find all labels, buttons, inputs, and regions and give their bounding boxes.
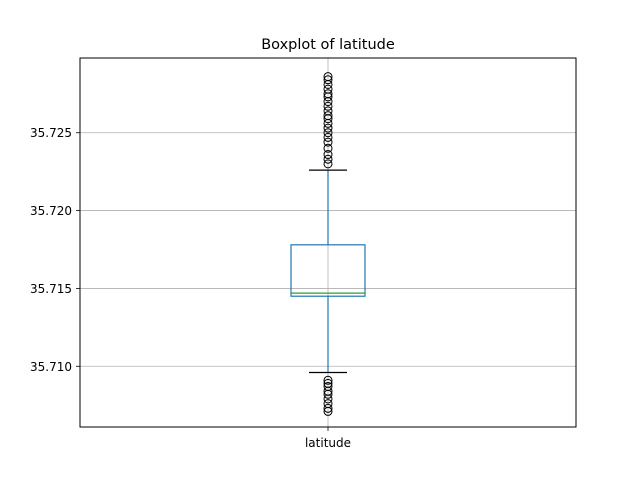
- outlier-point: [323, 154, 333, 164]
- y-tick-label: 35.710: [30, 360, 72, 374]
- outlier-point: [323, 132, 333, 142]
- axes: 35.710 35.715 35.720 35.725 latitude: [30, 126, 351, 450]
- outlier-points: [323, 72, 333, 416]
- outlier-point: [323, 72, 333, 82]
- outlier-point: [323, 89, 333, 99]
- outlier-point: [323, 111, 333, 121]
- outlier-point: [323, 375, 333, 385]
- outlier-point: [323, 106, 333, 116]
- outlier-point: [323, 150, 333, 160]
- iqr-box: [290, 244, 366, 297]
- box-elements: [290, 169, 366, 374]
- outlier-point: [323, 399, 333, 409]
- outlier-point: [323, 143, 333, 153]
- outlier-point: [323, 382, 333, 392]
- y-tick-label: 35.725: [30, 126, 72, 140]
- outlier-point: [323, 378, 333, 388]
- outlier-point: [323, 137, 333, 147]
- outlier-point: [323, 123, 333, 133]
- outlier-point: [323, 101, 333, 111]
- y-tick-label: 35.720: [30, 204, 72, 218]
- chart-title: Boxplot of latitude: [261, 37, 395, 53]
- outlier-point: [323, 403, 333, 413]
- y-tick-label: 35.715: [30, 282, 72, 296]
- outlier-point: [323, 84, 333, 94]
- plot-frame: [79, 57, 577, 428]
- outlier-point: [323, 128, 333, 138]
- outlier-point: [323, 75, 333, 85]
- x-tick-label: latitude: [305, 436, 351, 450]
- outlier-point: [323, 159, 333, 169]
